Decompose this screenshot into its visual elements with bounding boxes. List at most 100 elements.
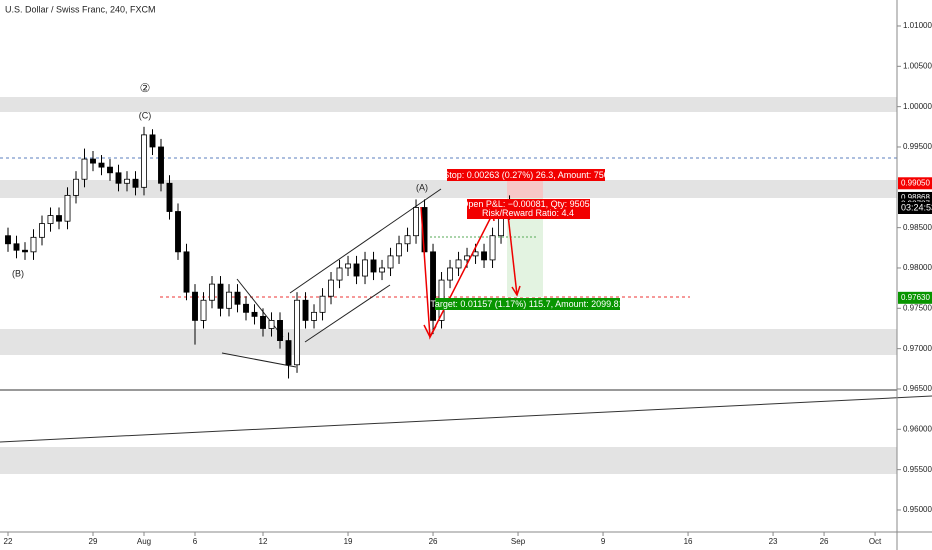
candle-body [379, 267, 385, 273]
candle-body [200, 299, 207, 321]
y-tick-label: 1.00000 [903, 102, 932, 111]
candle-body [481, 251, 487, 261]
countdown: 03:24:53 [901, 202, 932, 212]
rr-label: Risk/Reward Ratio: 4.4 [482, 208, 574, 218]
risk-zone [507, 181, 543, 198]
candle-body [294, 299, 300, 366]
x-tick-label: Sep [511, 537, 526, 546]
y-tick-label: 0.96500 [903, 384, 932, 393]
y-tick-label: 0.96000 [903, 424, 932, 433]
candle-body [336, 267, 343, 281]
pnl-box [467, 199, 590, 219]
x-tick-label: 9 [601, 537, 606, 546]
candle-body [13, 243, 20, 251]
wave-label: ② [140, 81, 151, 95]
candle-body [404, 235, 411, 245]
candle-body [430, 251, 436, 321]
candle-body [90, 158, 96, 164]
candle-body [73, 178, 79, 196]
candle-body [47, 215, 54, 225]
candle-body [175, 211, 181, 253]
candle-body [39, 223, 45, 238]
candle-body [192, 291, 198, 321]
candle-body [362, 259, 368, 277]
price-tag-label: 0.99050 [901, 178, 930, 187]
candle-body [217, 283, 224, 309]
candle-body [5, 235, 11, 245]
candle-body [328, 279, 334, 297]
candle-body [141, 134, 147, 188]
y-tick-label: 0.98500 [903, 223, 932, 232]
candle-body [268, 320, 275, 329]
candle-body [387, 255, 394, 269]
price-tag [898, 291, 932, 304]
candle-body [277, 320, 283, 341]
x-tick-label: Aug [137, 537, 151, 546]
y-tick-label: 0.95000 [903, 505, 932, 514]
arrow [506, 205, 518, 296]
price-tag-label: 0.98868 [901, 193, 930, 202]
y-tick-label: 0.99500 [903, 142, 932, 151]
stop-label: Stop: 0.00263 (0.27%) 26.3, Amount: 750 [443, 170, 609, 180]
candle-body [115, 172, 122, 184]
arrow-head [423, 324, 437, 339]
candle-body [345, 263, 351, 269]
candle-body [311, 311, 317, 321]
x-tick-label: 26 [429, 537, 438, 546]
candle-body [413, 207, 419, 237]
x-tick-label: 6 [193, 537, 198, 546]
x-tick-label: 16 [684, 537, 693, 546]
y-tick-label: 0.98000 [903, 263, 932, 272]
candle-body [234, 291, 241, 305]
x-tick-label: 19 [344, 537, 353, 546]
candle-body [81, 158, 88, 180]
trend-line [0, 395, 932, 443]
candle-body [98, 162, 105, 168]
candle-body [64, 194, 71, 222]
chart-title: U.S. Dollar / Swiss Franc, 240, FXCM [5, 4, 156, 14]
wave-label: (B) [12, 268, 24, 278]
price-tag [898, 177, 932, 190]
countdown-box [898, 202, 932, 214]
candle-body [489, 235, 496, 261]
candle-body [447, 267, 453, 281]
candle-body [260, 315, 266, 329]
candle-body [370, 259, 377, 273]
wave-label: (C) [139, 110, 152, 120]
x-tick-label: 26 [820, 537, 829, 546]
candle-body [319, 295, 326, 313]
candle-body [455, 259, 462, 269]
candle-body [132, 178, 139, 188]
candle-body [302, 299, 309, 321]
candle-body [243, 303, 249, 313]
drawings [0, 97, 932, 474]
y-tick-label: 0.95500 [903, 465, 932, 474]
candle-body [353, 263, 360, 277]
stop-box [447, 169, 605, 181]
candle-body [149, 134, 156, 148]
arrow-head [511, 285, 521, 297]
wave-label: (A) [416, 182, 428, 192]
candle-body [124, 178, 130, 184]
zone [0, 180, 897, 198]
x-tick-label: 12 [259, 537, 268, 546]
axes: 1.01000 1.00500 1.00000 0.99500 0.98500 0.980… [4, 21, 932, 546]
y-tick-label: 0.97500 [903, 303, 932, 312]
y-tick-label: 1.00500 [903, 61, 932, 70]
pnl-label: Open P&L: −0.00081, Qty: 95057 [461, 199, 594, 209]
y-tick-label: 0.97000 [903, 344, 932, 353]
candle-body [107, 166, 113, 174]
target-label: Target: 0.01157 (1.17%) 115.7, Amount: 2… [430, 299, 623, 309]
zone [0, 97, 897, 112]
candle-body [209, 283, 215, 301]
trend-line [236, 278, 284, 338]
candle-body [396, 243, 402, 257]
candle-body [251, 311, 258, 317]
zone [0, 329, 897, 355]
candle-body [22, 249, 28, 253]
trend-line [221, 352, 297, 368]
x-tick-label: Oct [869, 537, 882, 546]
candle-body [56, 215, 62, 222]
x-tick-label: 29 [89, 537, 98, 546]
